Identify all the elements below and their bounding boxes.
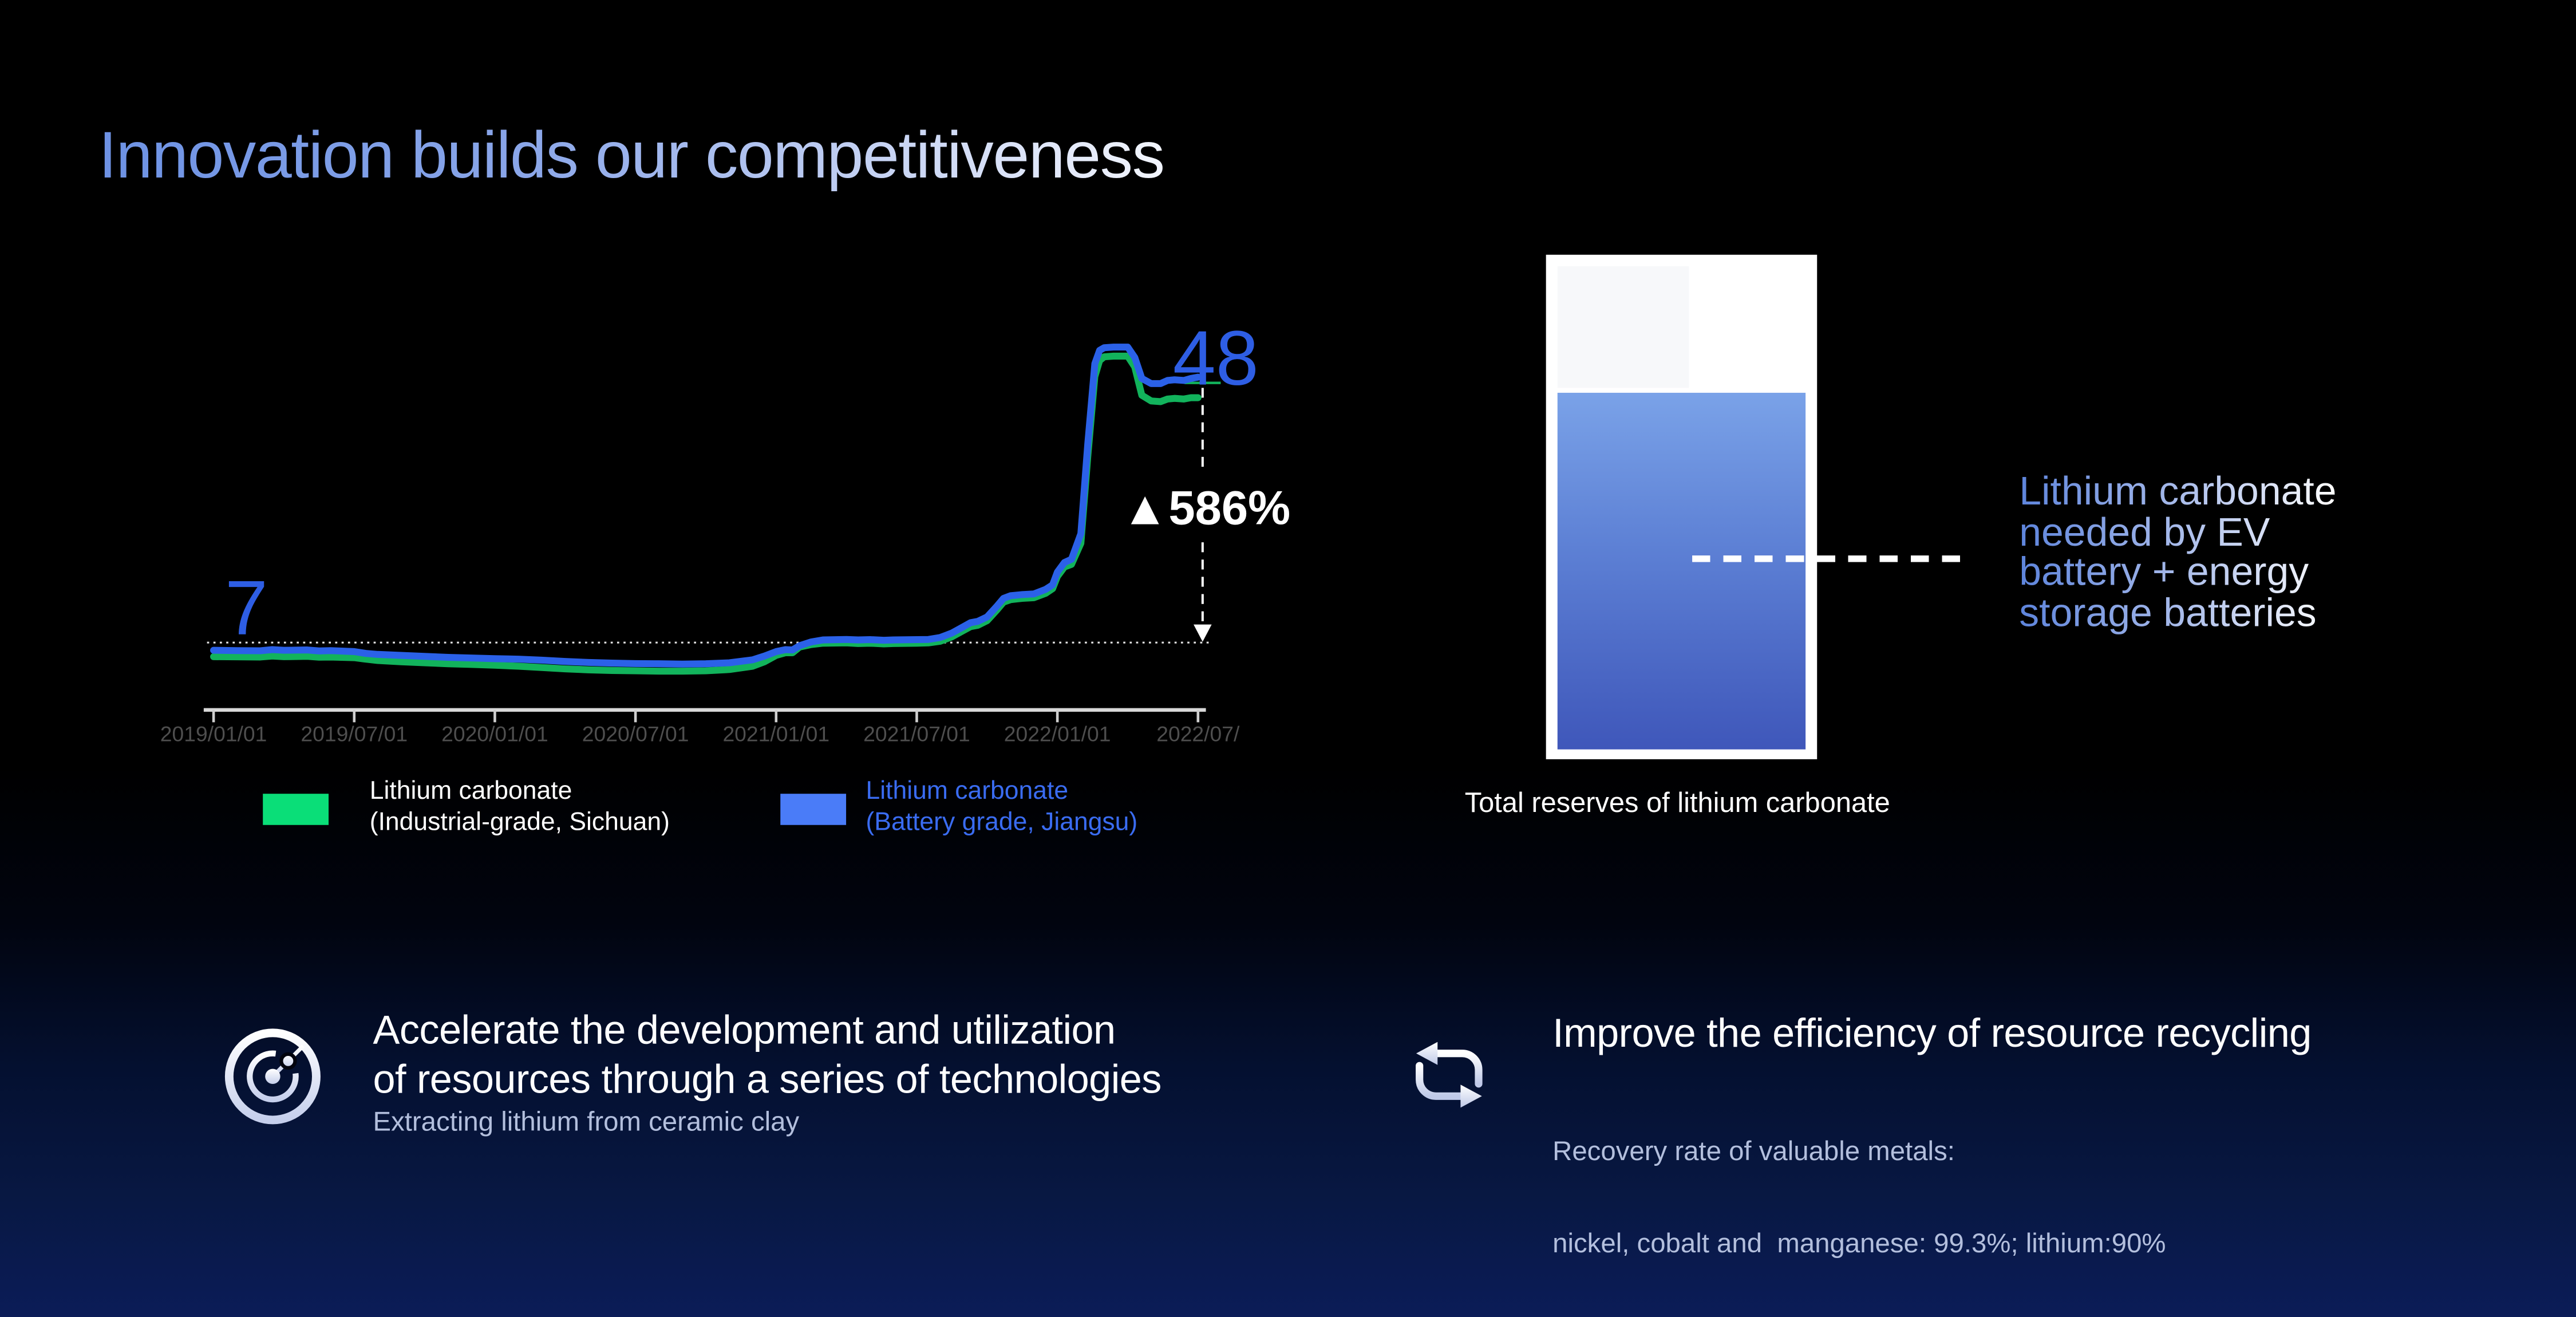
reserve-note-line4: storage batteries bbox=[2019, 591, 2317, 636]
legend-label-industrial: Lithium carbonate (Industrial-grade, Sic… bbox=[370, 778, 670, 838]
end-value-annotation: 48 bbox=[1173, 315, 1259, 401]
legend-label-industrial-line2: (Industrial-grade, Sichuan) bbox=[369, 807, 670, 836]
series-industrial-line bbox=[210, 352, 1202, 675]
reserve-caption: Total reserves of lithium carbonate bbox=[1464, 787, 1890, 819]
svg-text:2020/01/01: 2020/01/01 bbox=[441, 721, 548, 746]
slide-title: Innovation builds our competitiveness bbox=[98, 120, 1165, 194]
svg-text:2019/07/01: 2019/07/01 bbox=[301, 721, 408, 746]
highlight-1-title: Accelerate the development and utilizati… bbox=[373, 1007, 1161, 1104]
reserve-note-line3: battery + energy bbox=[2019, 550, 2309, 596]
radar-target-icon bbox=[219, 1023, 326, 1130]
legend-label-battery: Lithium carbonate (Battery grade, Jiangs… bbox=[866, 778, 1137, 838]
highlight-2-subtitle-line1: Recovery rate of valuable metals: bbox=[1552, 1137, 1955, 1167]
highlight-1-title-line2: of resources through a series of technol… bbox=[373, 1057, 1161, 1102]
start-value-annotation: 7 bbox=[225, 565, 268, 651]
legend-label-industrial-line1: Lithium carbonate bbox=[369, 777, 572, 806]
reserve-level-dashed-line bbox=[1692, 555, 1965, 562]
change-annotation: ▲586% bbox=[1121, 482, 1290, 535]
svg-text:2021/07/01: 2021/07/01 bbox=[863, 721, 970, 746]
down-arrow-icon bbox=[1194, 624, 1212, 642]
series-battery-line bbox=[210, 344, 1202, 668]
reserve-note-line2: needed by EV bbox=[2019, 510, 2270, 555]
reserve-note: Lithium carbonate needed by EV battery +… bbox=[2019, 474, 2336, 635]
reserve-note-line1: Lithium carbonate bbox=[2019, 470, 2337, 515]
svg-text:2021/01/01: 2021/01/01 bbox=[722, 721, 829, 746]
svg-text:2022/07/: 2022/07/ bbox=[1156, 721, 1240, 746]
svg-text:2022/01/01: 2022/01/01 bbox=[1004, 721, 1111, 746]
svg-text:2020/07/01: 2020/07/01 bbox=[582, 721, 689, 746]
legend-swatch-industrial bbox=[263, 794, 329, 825]
reserve-container bbox=[1546, 254, 1818, 759]
highlight-2-subtitle-line2: nickel, cobalt and manganese: 99.3%; lit… bbox=[1552, 1228, 2166, 1258]
highlight-2-subtitle: Recovery rate of valuable metals: nickel… bbox=[1552, 1077, 2166, 1317]
legend-label-battery-line1: Lithium carbonate bbox=[866, 777, 1069, 806]
reserve-fill-level bbox=[1557, 392, 1806, 750]
recycle-arrows-icon bbox=[1416, 1042, 1483, 1108]
highlight-2-title: Improve the efficiency of resource recyc… bbox=[1552, 1012, 2312, 1057]
legend-swatch-battery bbox=[780, 794, 847, 825]
svg-text:2019/01/01: 2019/01/01 bbox=[160, 721, 267, 746]
reserve-empty-shade bbox=[1557, 266, 1689, 388]
x-axis-ticks: 2019/01/01 2019/07/01 2020/01/01 2020/07/01… bbox=[160, 709, 1240, 746]
highlight-1-title-line1: Accelerate the development and utilizati… bbox=[373, 1009, 1116, 1054]
legend-label-battery-line2: (Battery grade, Jiangsu) bbox=[866, 807, 1138, 836]
highlight-1-subtitle: Extracting lithium from ceramic clay bbox=[373, 1107, 800, 1138]
price-chart: 2019/01/01 2019/07/01 2020/01/01 2020/07/01… bbox=[160, 315, 1290, 746]
